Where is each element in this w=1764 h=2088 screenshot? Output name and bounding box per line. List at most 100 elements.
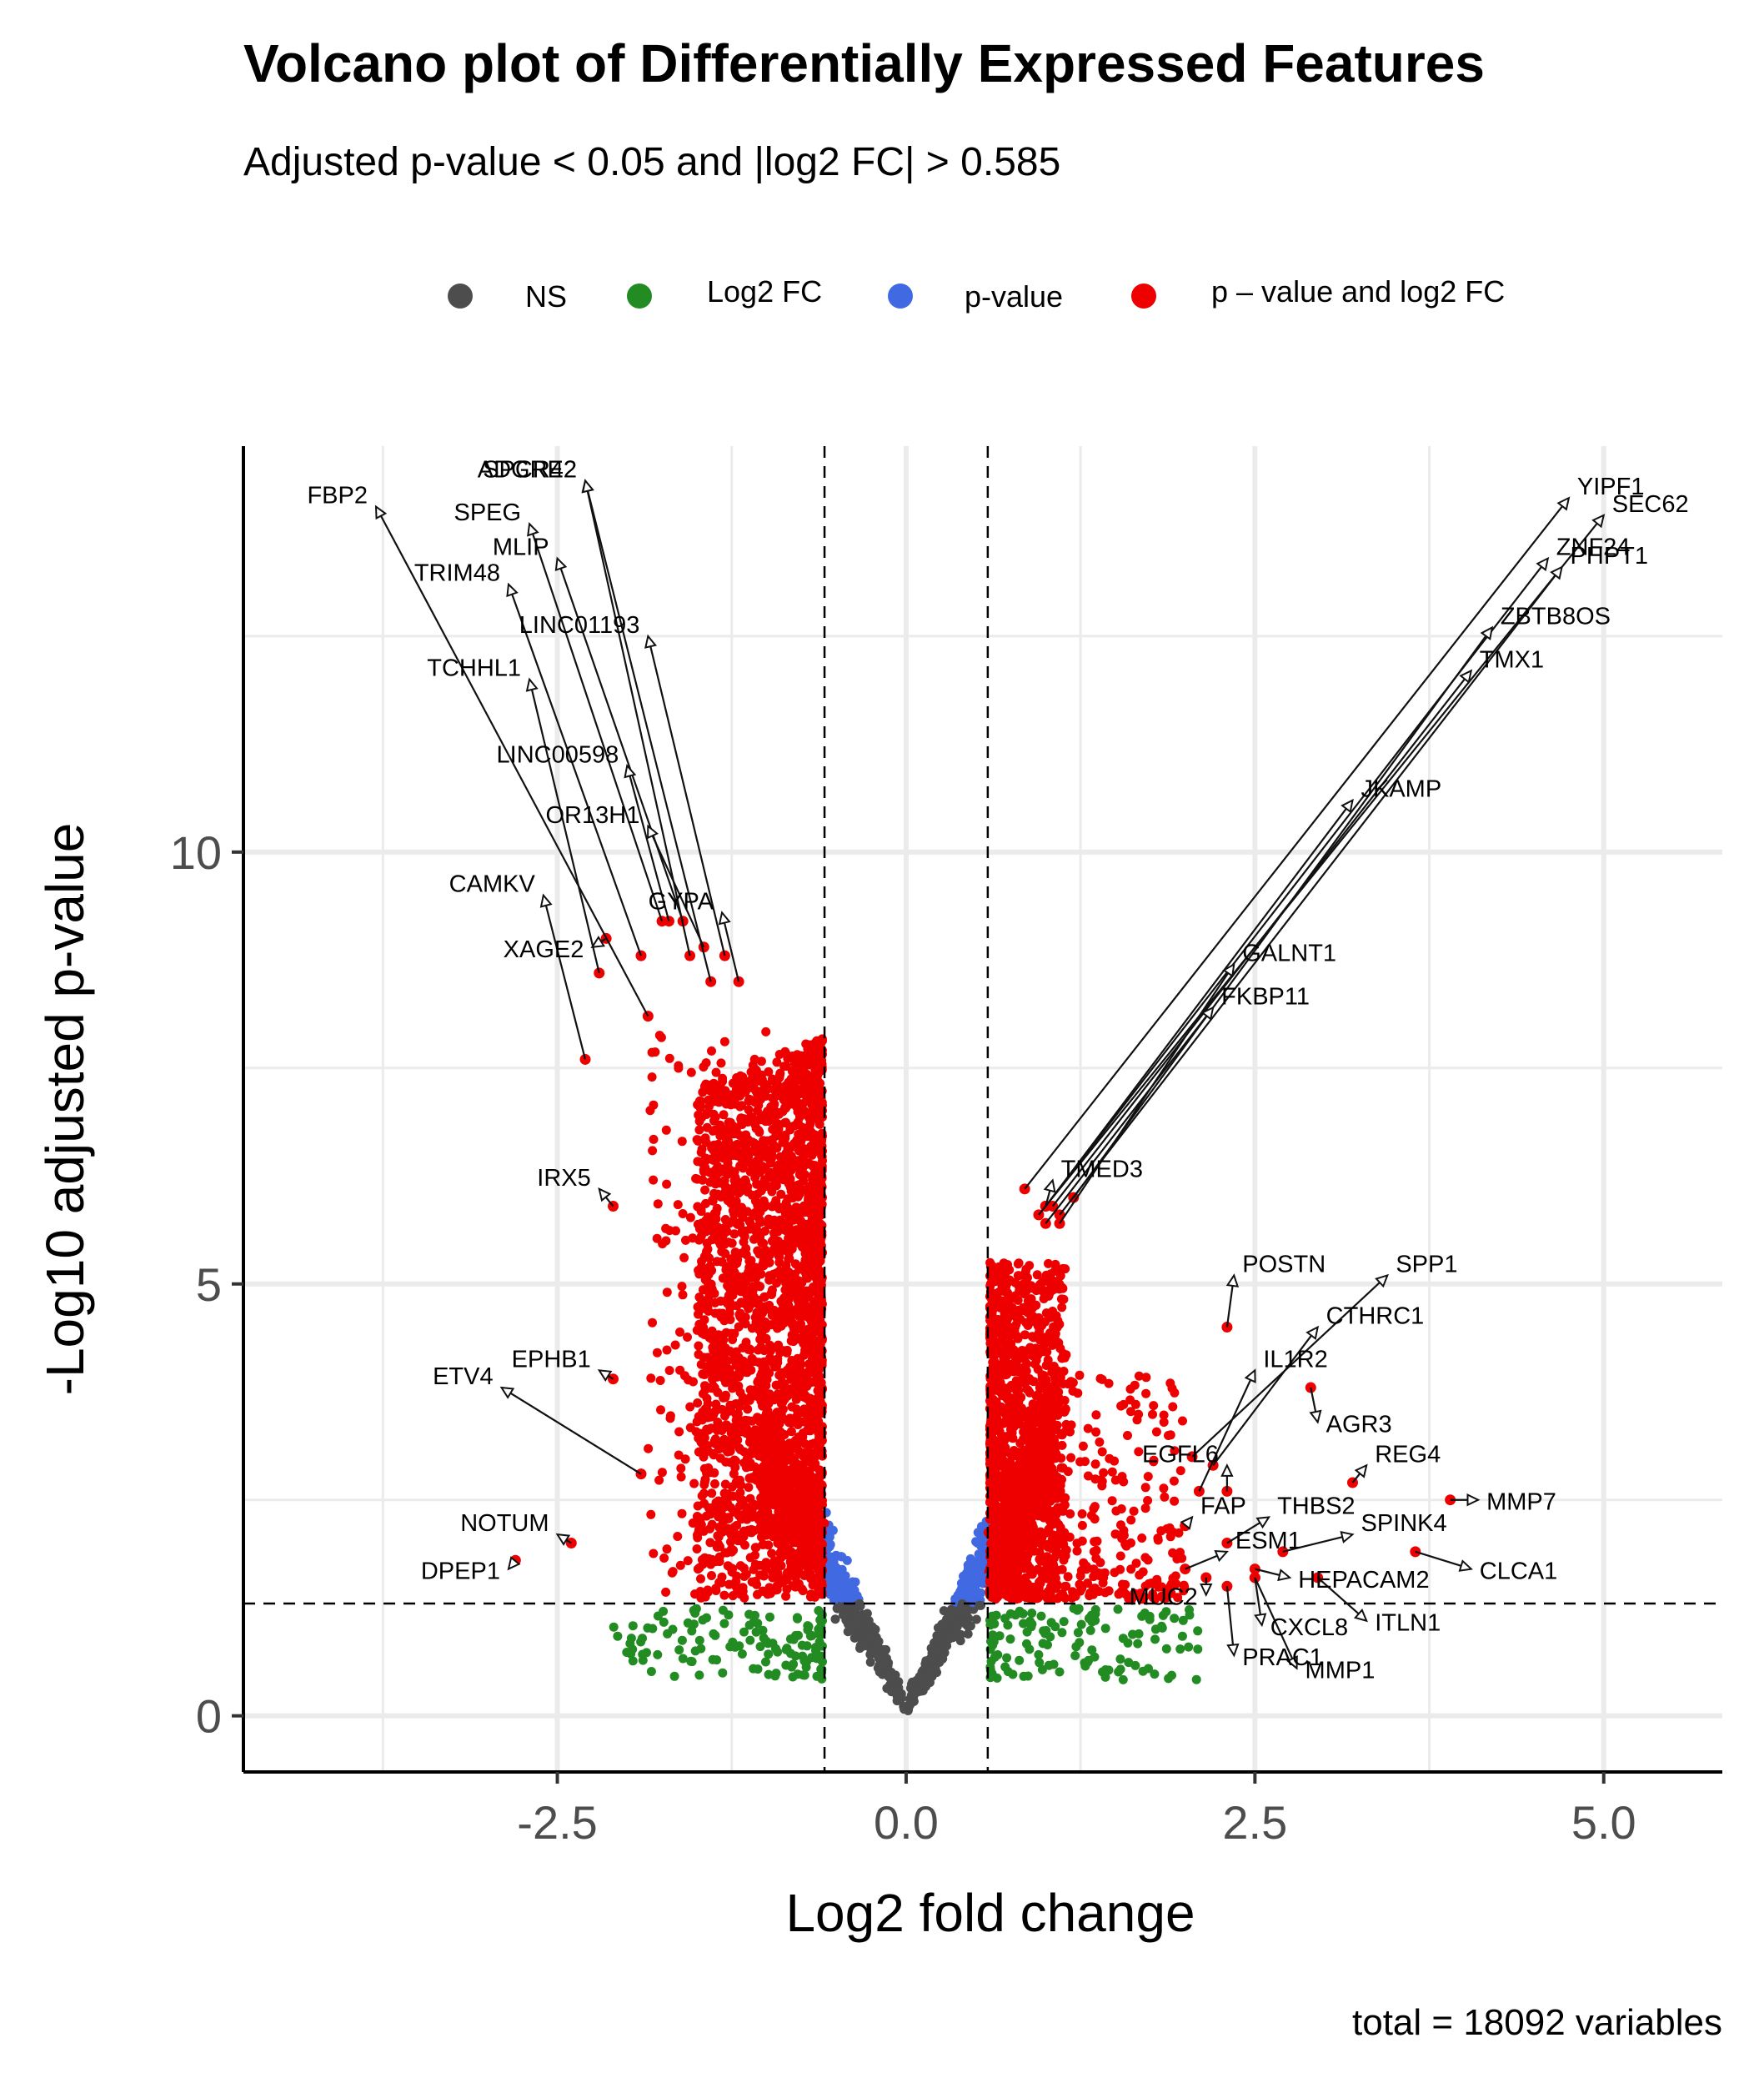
data-point: [694, 1341, 704, 1351]
data-point: [653, 1649, 663, 1659]
data-point: [811, 1411, 821, 1421]
data-point: [675, 1328, 684, 1337]
data-point: [720, 1164, 730, 1174]
data-point: [771, 1131, 781, 1141]
data-point: [874, 1667, 885, 1677]
data-point: [971, 1614, 981, 1624]
data-point: [812, 1477, 821, 1487]
data-point: [1057, 1628, 1067, 1638]
data-point: [648, 1624, 658, 1634]
data-point: [879, 1655, 890, 1665]
data-point: [1043, 1542, 1053, 1552]
data-point: [763, 1427, 773, 1437]
data-point: [757, 1115, 767, 1125]
data-point: [703, 1212, 713, 1222]
data-point: [963, 1560, 973, 1570]
data-point: [711, 1095, 721, 1104]
data-point: [732, 1258, 742, 1268]
data-point: [794, 1462, 804, 1471]
data-point: [1073, 1628, 1083, 1638]
data-point: [691, 1427, 701, 1437]
data-point: [774, 1315, 784, 1325]
data-point: [747, 1506, 757, 1516]
data-point: [699, 1062, 709, 1072]
data-point: [702, 1247, 711, 1257]
data-point: [721, 1099, 731, 1109]
data-point: [786, 1427, 796, 1437]
data-point: [1027, 1609, 1037, 1618]
data-point: [815, 1396, 825, 1406]
data-point: [1177, 1631, 1187, 1641]
data-point: [769, 1228, 779, 1238]
data-point: [678, 1654, 688, 1664]
data-point: [685, 1212, 695, 1222]
data-point: [717, 1247, 727, 1257]
data-point: [711, 1352, 721, 1361]
data-point: [719, 1590, 729, 1600]
data-point: [952, 1622, 962, 1632]
data-point: [702, 1393, 712, 1403]
data-point: [734, 1188, 744, 1198]
data-point: [727, 1238, 737, 1248]
data-point: [793, 1353, 803, 1363]
data-point: [745, 1167, 755, 1177]
data-point: [815, 1094, 824, 1104]
data-point: [753, 1664, 763, 1674]
data-point: [712, 1655, 722, 1665]
data-point: [661, 1236, 671, 1246]
data-point: [1086, 1610, 1096, 1620]
data-point: [656, 1405, 665, 1415]
data-point: [747, 1473, 757, 1483]
data-point: [694, 1309, 703, 1319]
data-point: [789, 1659, 799, 1669]
data-point: [784, 1222, 794, 1232]
data-point: [710, 1297, 720, 1308]
data-point: [779, 1104, 789, 1113]
data-point: [781, 1591, 791, 1601]
data-point: [664, 1366, 674, 1375]
data-point: [1114, 1667, 1124, 1677]
data-point: [803, 1273, 813, 1283]
data-point: [720, 1086, 730, 1096]
data-point: [815, 1378, 825, 1388]
data-point: [1037, 1664, 1047, 1674]
data-point: [812, 1287, 822, 1297]
data-point: [768, 1093, 778, 1103]
data-point: [761, 1563, 771, 1574]
data-point: [765, 1411, 775, 1421]
data-point: [799, 1077, 809, 1087]
data-point: [697, 1158, 707, 1168]
data-point: [802, 1641, 812, 1651]
data-point: [718, 1605, 728, 1615]
data-point: [1055, 1667, 1065, 1677]
data-point: [728, 1383, 738, 1393]
data-point: [768, 1358, 778, 1368]
data-point: [677, 1635, 687, 1645]
data-point: [744, 1216, 754, 1226]
data-point: [1133, 1639, 1143, 1649]
data-point: [828, 1525, 838, 1535]
data-point: [815, 1062, 824, 1072]
data-point: [1035, 1658, 1045, 1668]
data-point: [718, 1273, 728, 1283]
data-point: [831, 1583, 841, 1593]
data-point: [735, 1312, 745, 1322]
data-point: [659, 1606, 669, 1616]
data-point: [995, 1631, 1005, 1641]
data-point: [1056, 1294, 1066, 1304]
data-point: [673, 1200, 683, 1210]
data-point: [755, 1642, 765, 1652]
data-point: [719, 1619, 729, 1629]
data-point: [1015, 1655, 1025, 1665]
data-point: [798, 1224, 808, 1234]
data-point: [737, 1649, 747, 1659]
data-point: [1019, 1619, 1028, 1629]
data-point: [628, 1656, 638, 1666]
data-point: [772, 1278, 781, 1288]
data-point: [693, 1564, 703, 1574]
data-point: [773, 1517, 783, 1526]
data-point: [696, 1232, 706, 1241]
data-point: [1049, 1659, 1059, 1669]
data-point: [785, 1081, 795, 1091]
data-point: [924, 1664, 933, 1674]
